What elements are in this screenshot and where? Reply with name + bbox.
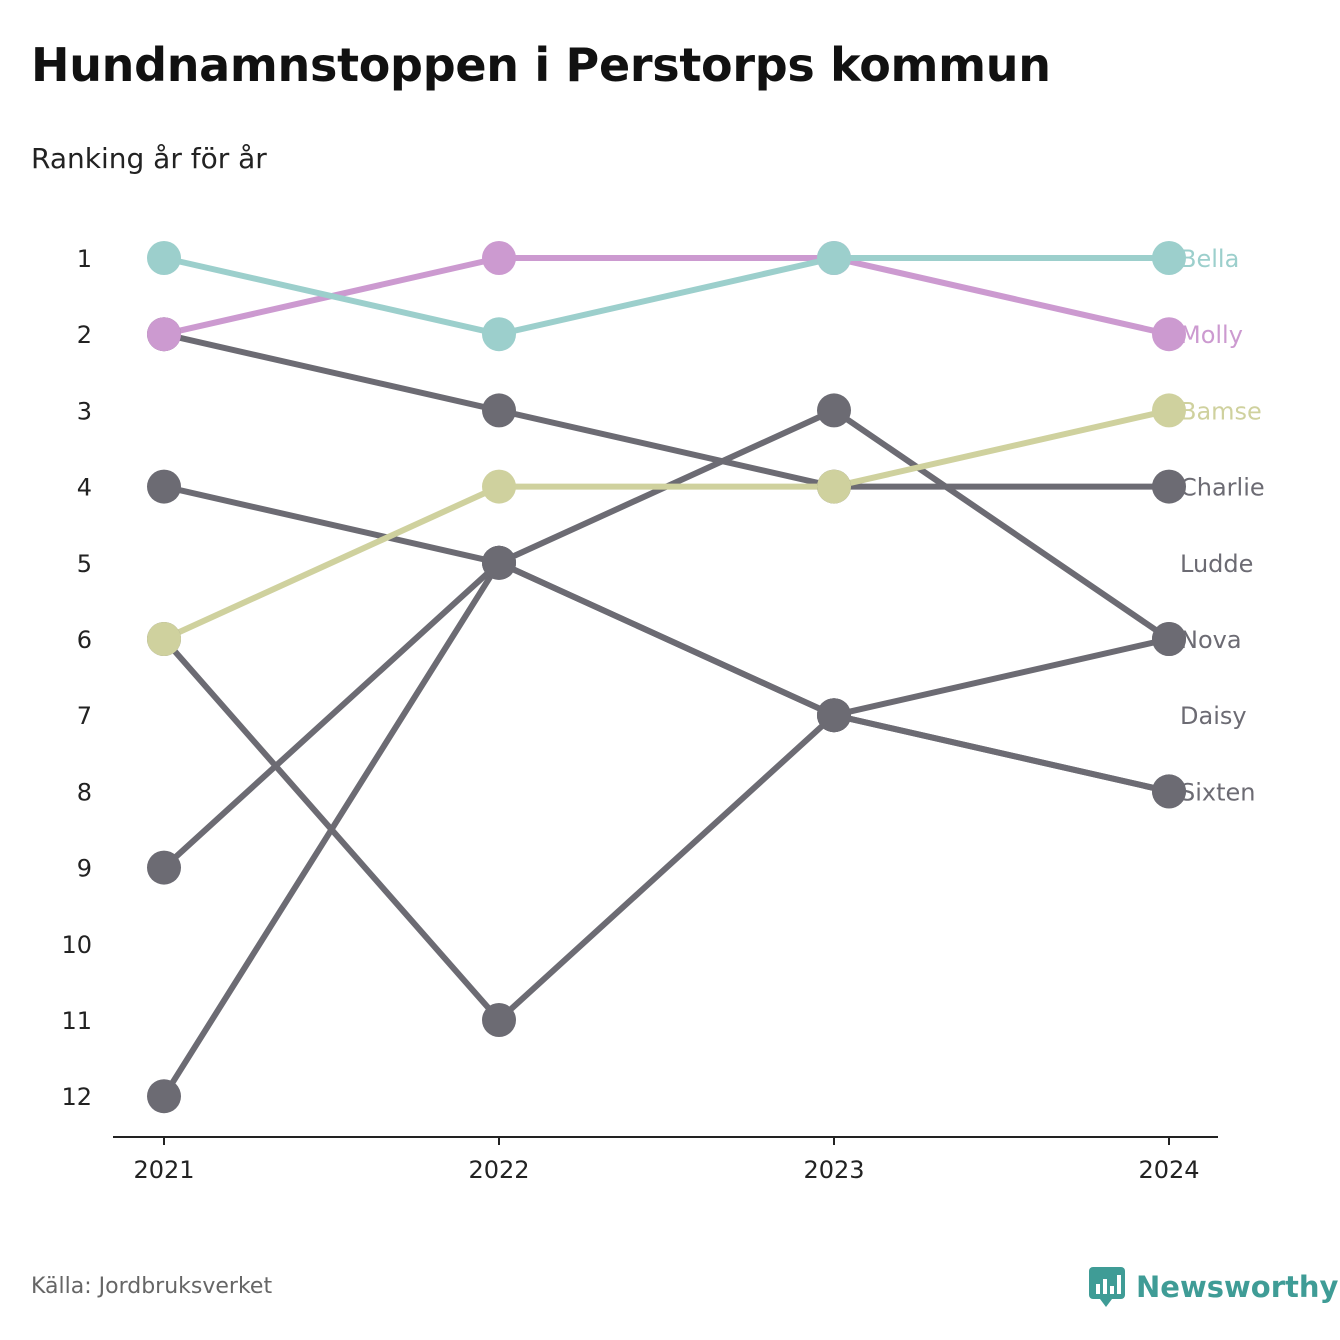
point-daisy-2024 — [1152, 774, 1186, 809]
end-label-sixten: Sixten — [1180, 778, 1256, 806]
point-bella-2024 — [1152, 241, 1186, 275]
series-line-charlie — [161, 331, 1172, 490]
y-tick-label: 9 — [77, 855, 92, 883]
point-bamse-2023 — [817, 469, 851, 504]
y-tick-label: 3 — [77, 397, 92, 425]
x-tick-label: 2024 — [1138, 1156, 1199, 1184]
point-bella-2021 — [147, 241, 181, 275]
point-molly-2024 — [1152, 317, 1186, 352]
end-label-bamse: Bamse — [1180, 397, 1262, 425]
series-points — [147, 241, 1186, 1114]
end-label-daisy: Daisy — [1180, 702, 1247, 730]
point-bamse-2022 — [482, 469, 516, 504]
end-label-charlie: Charlie — [1180, 474, 1265, 502]
y-tick-label: 8 — [77, 778, 92, 806]
y-tick-label: 1 — [77, 245, 92, 273]
y-tick-label: 2 — [77, 321, 92, 349]
series-lines — [161, 255, 1172, 1100]
point-ludde-2023 — [817, 393, 851, 428]
y-tick-label: 4 — [77, 474, 92, 502]
end-labels: Bella Molly Bamse Charlie Ludde Nova Daisy Sixt… — [1180, 245, 1265, 806]
point-molly-2022 — [482, 241, 516, 275]
point-nova-2021 — [147, 1079, 181, 1114]
point-ludde-2021 — [147, 850, 181, 885]
point-bella-2023 — [817, 241, 851, 275]
point-charlie-2024 — [1152, 469, 1186, 504]
x-tick-label: 2021 — [133, 1156, 194, 1184]
y-tick-label: 6 — [77, 626, 92, 654]
brand-name: Newsworthy — [1136, 1270, 1339, 1304]
point-nova-2023 — [817, 698, 851, 733]
series-line-bamse — [161, 407, 1172, 642]
point-bamse-2024 — [1152, 393, 1186, 428]
point-bamse-2021 — [147, 622, 181, 656]
y-tick-label: 7 — [77, 702, 92, 730]
y-tick-label: 10 — [61, 931, 92, 959]
point-bella-2022 — [482, 317, 516, 352]
x-axis: 2021 2022 2023 2024 — [113, 1136, 1218, 1184]
y-tick-label: 12 — [61, 1083, 92, 1111]
bar-chart-icon — [1089, 1267, 1125, 1307]
end-label-nova: Nova — [1180, 626, 1242, 654]
point-sixten-2022 — [482, 1003, 516, 1037]
end-label-ludde: Ludde — [1180, 550, 1253, 578]
point-charlie-2022 — [482, 393, 516, 428]
series-line-bella — [161, 255, 1172, 338]
series-line-sixten — [161, 636, 1172, 1023]
end-label-bella: Bella — [1180, 245, 1239, 273]
x-tick-label: 2023 — [803, 1156, 864, 1184]
chart-subtitle: Ranking år för år — [31, 142, 267, 175]
y-tick-label: 11 — [61, 1007, 92, 1035]
point-ludde-2024 — [1152, 622, 1186, 656]
point-daisy-2021 — [147, 469, 181, 504]
brand-logo: Newsworthy — [1088, 1266, 1338, 1308]
end-label-molly: Molly — [1180, 321, 1243, 349]
point-ludde-2022 — [482, 545, 516, 580]
y-tick-label: 5 — [77, 550, 92, 578]
chart-title: Hundnamnstoppen i Perstorps kommun — [31, 38, 1051, 92]
source-note: Källa: Jordbruksverket — [31, 1274, 273, 1299]
x-tick-label: 2022 — [468, 1156, 529, 1184]
point-molly-2021 — [147, 317, 181, 352]
series-line-nova — [161, 559, 1172, 1100]
